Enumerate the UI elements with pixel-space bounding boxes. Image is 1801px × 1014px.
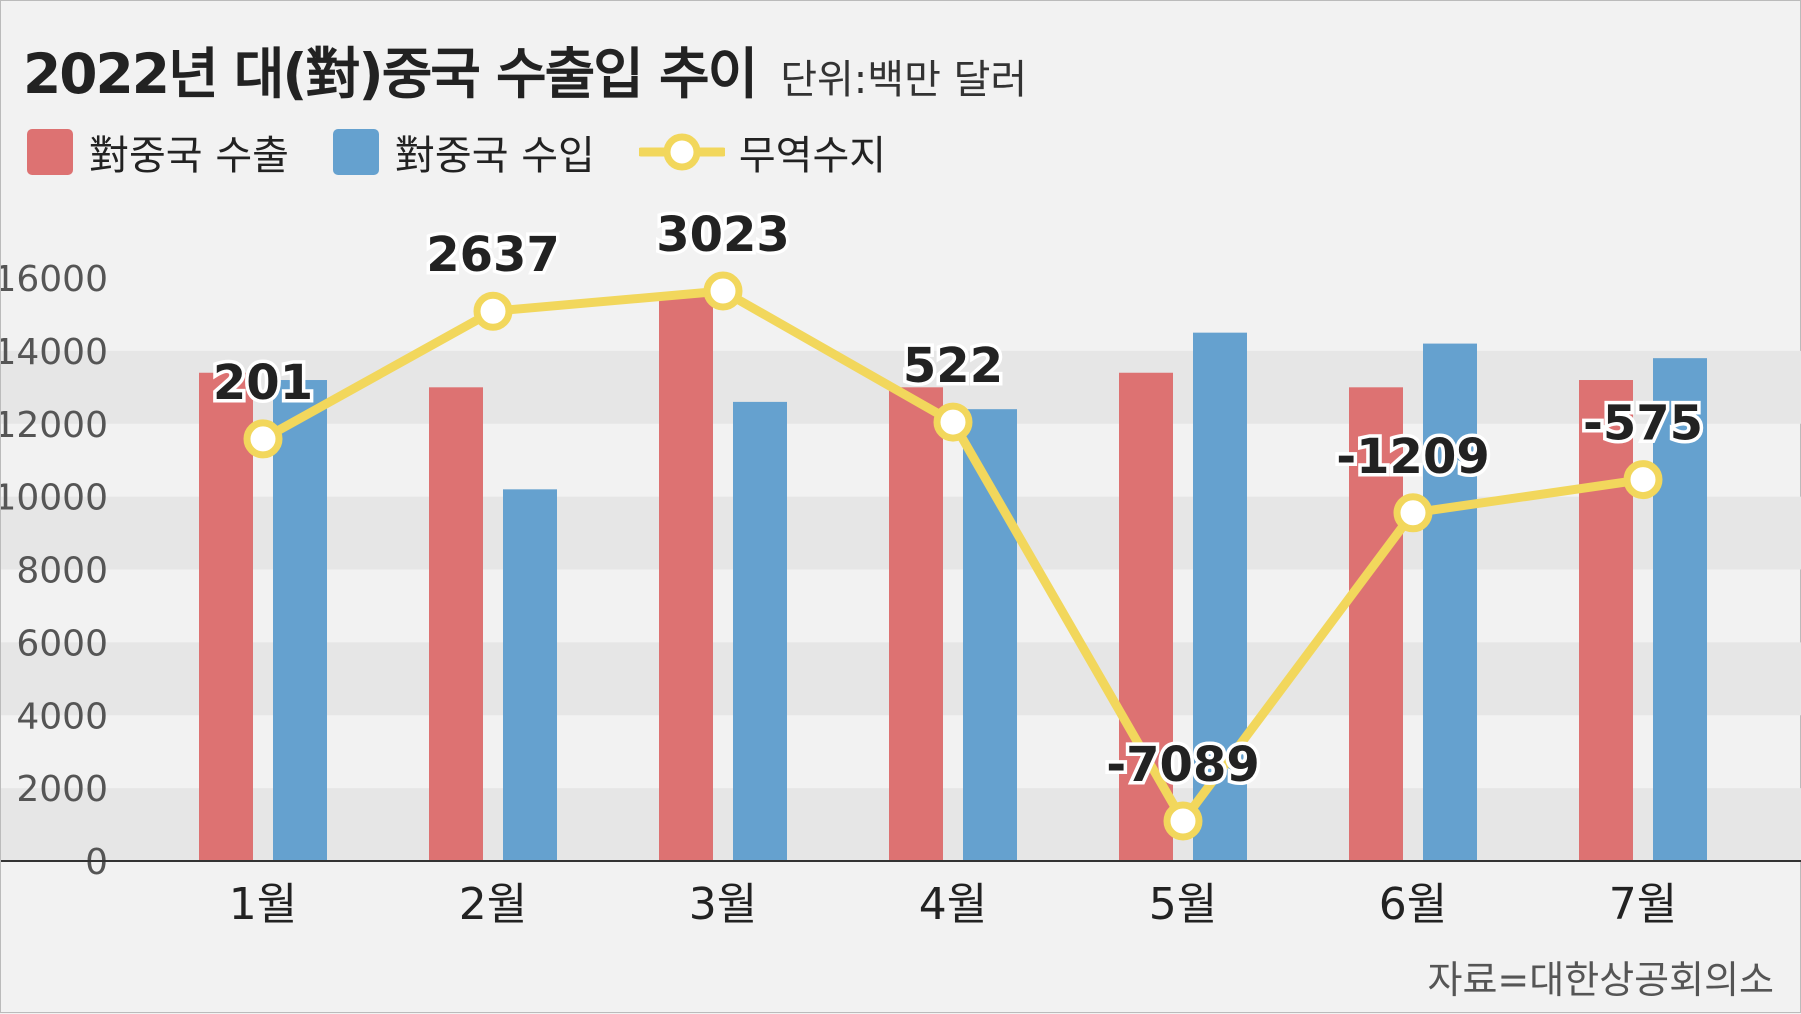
x-tick-label: 6월 (1379, 879, 1447, 930)
y-tick-label: 14000 (1, 332, 108, 373)
x-tick-label: 1월 (229, 879, 297, 930)
balance-point (1163, 801, 1203, 841)
balance-point (1393, 493, 1433, 533)
legend-line-marker-icon (638, 133, 725, 171)
bar-export (429, 387, 483, 861)
chart-title: 2022년 대(對)중국 수출입 추이 (23, 42, 758, 106)
balance-point (933, 402, 973, 442)
legend-swatch-export (27, 129, 73, 175)
y-tick-label: 10000 (1, 478, 108, 519)
x-tick-label: 4월 (919, 879, 987, 930)
bar-import (503, 489, 557, 861)
balance-data-label: 201 (213, 355, 313, 411)
bar-export (889, 387, 943, 861)
y-tick-label: 0 (85, 842, 108, 883)
balance-data-label: -1209 (1336, 429, 1490, 485)
balance-data-label: 2637 (426, 227, 560, 283)
balance-point (243, 419, 283, 459)
bar-export (199, 372, 253, 861)
bar-import (733, 401, 787, 861)
legend-item-export: 對중국 수출 (27, 123, 289, 181)
legend-label-balance: 무역수지 (738, 133, 887, 179)
y-tick-label: 6000 (16, 623, 108, 664)
balance-data-label: -575 (1583, 396, 1703, 452)
balance-data-label: -7089 (1106, 737, 1260, 793)
legend-label-export: 對중국 수출 (89, 133, 289, 179)
bar-import (1653, 358, 1707, 861)
y-tick-label: 4000 (16, 696, 108, 737)
bar-import (273, 380, 327, 861)
unit-label: 단위:백만 달러 (780, 57, 1028, 103)
balance-data-label: 3023 (656, 207, 790, 263)
bar-import (963, 409, 1017, 861)
legend-item-import: 對중국 수입 (332, 123, 595, 181)
legend-item-balance: 무역수지 (638, 123, 887, 181)
bar-export (1579, 380, 1633, 861)
legend-swatch-import (332, 129, 379, 175)
x-tick-label: 2월 (459, 879, 527, 930)
y-tick-label: 8000 (16, 551, 108, 592)
bar-import (1423, 343, 1477, 861)
balance-point (703, 271, 743, 311)
legend: 對중국 수출 對중국 수입 무역수지 (27, 123, 930, 181)
x-tick-label: 7월 (1609, 879, 1677, 930)
y-tick-label: 2000 (16, 769, 108, 810)
legend-label-import: 對중국 수입 (394, 133, 595, 179)
source-note: 자료=대한상공회의소 (1427, 958, 1774, 1002)
header: 2022년 대(對)중국 수출입 추이 단위:백만 달러 (23, 29, 1027, 109)
balance-point (473, 291, 513, 331)
balance-data-label: 522 (903, 338, 1003, 394)
y-tick-label: 12000 (1, 405, 108, 446)
x-tick-label: 5월 (1149, 879, 1217, 930)
bar-export (1349, 387, 1403, 861)
y-tick-label: 16000 (1, 259, 108, 300)
balance-point (1623, 460, 1663, 500)
x-tick-label: 3월 (689, 879, 757, 930)
bar-export (659, 296, 713, 861)
